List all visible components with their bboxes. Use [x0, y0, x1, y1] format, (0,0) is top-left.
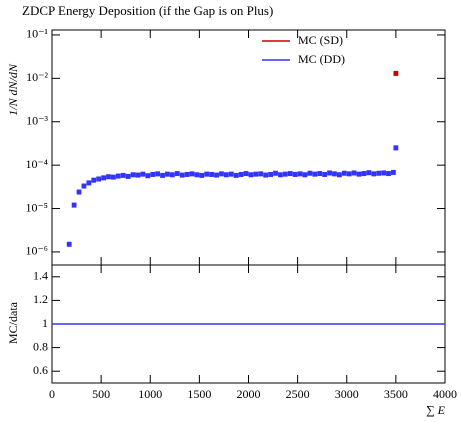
bin	[268, 171, 274, 177]
legend-label: MC (SD)	[298, 33, 343, 47]
bin	[376, 170, 382, 176]
y-tick-label: 1.2	[33, 292, 48, 306]
bin	[204, 171, 210, 177]
bin	[150, 171, 156, 177]
bin	[66, 241, 72, 247]
bin	[125, 173, 131, 179]
bin	[140, 171, 146, 177]
bin	[341, 170, 347, 176]
y-axis-label: 1/N dN/dN	[6, 63, 20, 116]
bin	[155, 171, 161, 177]
bin	[312, 171, 318, 177]
bin	[199, 172, 205, 178]
bin	[233, 172, 239, 178]
bin	[71, 202, 77, 208]
bin	[101, 175, 106, 181]
y-tick-label: 10⁻¹	[26, 27, 48, 41]
bin	[332, 171, 337, 177]
bin	[219, 171, 224, 177]
bin	[130, 172, 136, 178]
y-tick-label: 10⁻⁴	[25, 157, 48, 171]
legend-label: MC (DD)	[298, 52, 345, 66]
bin	[258, 171, 264, 177]
bin	[189, 171, 195, 177]
x-tick-label: 2000	[237, 387, 261, 401]
bin	[76, 189, 82, 195]
bin	[391, 169, 396, 175]
bin	[223, 172, 229, 178]
bin	[287, 171, 293, 177]
y-tick-label: 10⁻⁶	[25, 244, 48, 258]
bin	[214, 172, 219, 178]
bin	[91, 177, 97, 183]
bin	[194, 172, 200, 178]
bin	[393, 70, 399, 76]
y-tick-label: 0.6	[33, 363, 48, 377]
bin	[81, 183, 87, 189]
bin	[184, 171, 190, 177]
bin	[115, 173, 121, 179]
bin	[263, 172, 269, 178]
y-tick-label: 0.8	[33, 339, 48, 353]
bin	[393, 145, 399, 151]
x-tick-label: 3000	[335, 387, 359, 401]
bin	[86, 180, 92, 186]
bin	[381, 170, 386, 176]
chart-title: ZDCP Energy Deposition (if the Gap is on…	[22, 3, 273, 18]
bin	[386, 171, 391, 177]
main-frame	[51, 29, 446, 266]
bin	[238, 171, 244, 177]
bin	[292, 171, 298, 177]
bin	[351, 170, 357, 176]
ratio-y-axis-label: MC/data	[6, 301, 20, 344]
bin	[209, 171, 215, 177]
y-tick-label: 10⁻³	[26, 113, 48, 127]
x-tick-label: 1000	[138, 387, 162, 401]
bin	[307, 170, 313, 176]
bin	[160, 172, 165, 178]
bin	[346, 171, 352, 177]
bin	[253, 171, 259, 177]
bin	[228, 171, 234, 177]
bin	[96, 176, 102, 182]
bin	[165, 171, 170, 177]
bin	[282, 171, 288, 177]
bin	[273, 170, 278, 176]
bin	[322, 171, 328, 177]
bin	[111, 174, 116, 180]
bin	[356, 171, 362, 177]
bin	[179, 172, 185, 178]
x-tick-label: 1500	[187, 387, 211, 401]
bin	[106, 174, 111, 180]
bin	[302, 172, 308, 178]
x-tick-label: 3500	[384, 387, 408, 401]
bin	[317, 171, 323, 177]
bin	[336, 172, 342, 178]
y-tick-label: 1.4	[33, 269, 48, 283]
bin	[371, 171, 377, 177]
bin	[278, 172, 283, 178]
bin	[248, 172, 254, 178]
y-tick-label: 10⁻⁵	[25, 200, 48, 214]
bin	[366, 170, 372, 176]
bin	[174, 171, 180, 177]
bin	[327, 170, 332, 176]
bin	[361, 171, 367, 177]
y-tick-label: 10⁻²	[26, 70, 48, 84]
bin	[145, 173, 151, 179]
x-tick-label: 4000	[433, 387, 457, 401]
bin	[243, 171, 249, 177]
bin	[120, 172, 126, 178]
bin	[297, 171, 303, 177]
bin	[169, 172, 175, 178]
x-axis-label: ∑ E	[426, 403, 446, 417]
x-tick-label: 2500	[286, 387, 310, 401]
y-tick-label: 1	[42, 316, 48, 330]
x-tick-label: 0	[49, 387, 55, 401]
x-tick-label: 500	[92, 387, 110, 401]
bin	[135, 172, 141, 178]
